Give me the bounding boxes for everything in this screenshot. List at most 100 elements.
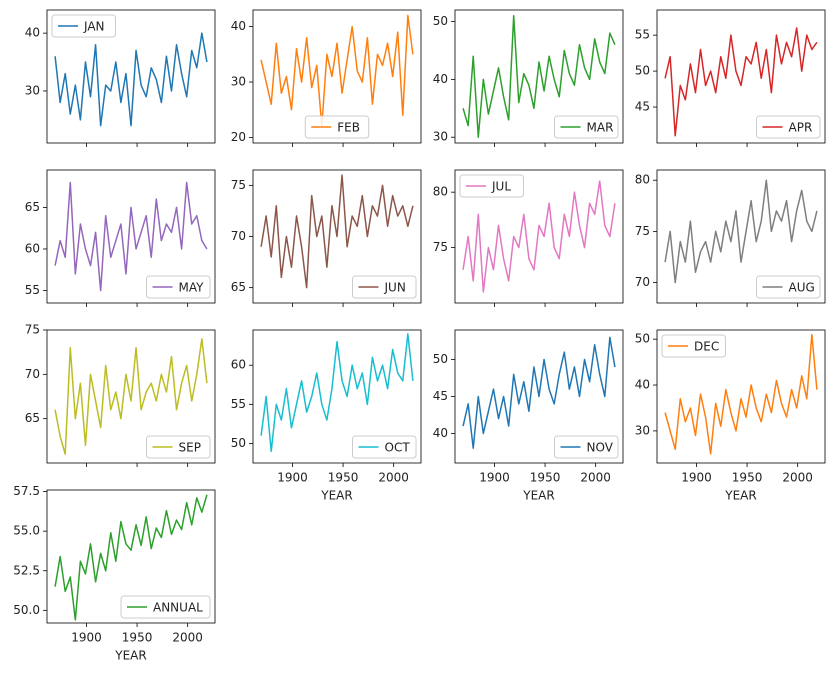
legend-label: FEB xyxy=(337,121,360,135)
y-tick-label: 50 xyxy=(433,352,448,366)
y-tick-label: 30 xyxy=(25,83,40,97)
y-tick-label: 52.5 xyxy=(13,563,40,577)
series-line xyxy=(664,27,818,137)
legend-label: MAY xyxy=(179,281,205,295)
y-tick-label: 40 xyxy=(433,72,448,86)
legend-box xyxy=(146,275,211,299)
y-tick-label: 40 xyxy=(25,26,40,40)
x-tick-label: 1950 xyxy=(328,471,359,485)
legend-label: SEP xyxy=(179,441,201,455)
axes-frame xyxy=(656,169,826,304)
legend-label: MAR xyxy=(587,121,614,135)
legend-label: JUN xyxy=(384,281,406,295)
legend-box xyxy=(756,275,821,299)
x-tick-label: 2000 xyxy=(378,471,409,485)
y-tick-label: 55 xyxy=(231,397,246,411)
y-tick-label: 55 xyxy=(635,28,650,42)
axes-frame xyxy=(46,9,216,144)
y-tick-label: 40 xyxy=(231,19,246,33)
y-tick-label: 50 xyxy=(635,332,650,346)
axes-frame xyxy=(656,329,826,464)
x-tick-label: 1900 xyxy=(71,631,102,645)
series-line xyxy=(54,32,208,127)
y-tick-label: 60 xyxy=(231,358,246,372)
x-tick-label: 1950 xyxy=(122,631,153,645)
legend-box xyxy=(352,435,417,459)
x-tick-label: 1900 xyxy=(479,471,510,485)
legend-label: DEC xyxy=(694,340,719,354)
series-line xyxy=(260,333,414,453)
x-axis-label: YEAR xyxy=(724,489,756,503)
x-tick-label: 2000 xyxy=(580,471,611,485)
legend-label: OCT xyxy=(385,441,411,455)
y-tick-label: 60 xyxy=(25,241,40,255)
axes-frame xyxy=(454,9,624,144)
y-tick-label: 30 xyxy=(231,75,246,89)
y-tick-label: 55.0 xyxy=(13,524,40,538)
y-tick-label: 70 xyxy=(25,367,40,381)
y-tick-label: 50 xyxy=(635,64,650,78)
legend-box xyxy=(459,174,524,198)
axes-frame xyxy=(252,9,422,144)
legend-label: AUG xyxy=(789,281,815,295)
series-line xyxy=(462,15,616,138)
series-line xyxy=(664,179,818,284)
legend-box xyxy=(51,14,116,38)
legend-box xyxy=(146,435,211,459)
axes-frame xyxy=(46,329,216,464)
legend-box xyxy=(304,115,370,139)
legend-box xyxy=(554,435,619,459)
legend-label: JAN xyxy=(83,20,105,34)
legend-box xyxy=(352,275,417,299)
y-tick-label: 40 xyxy=(433,426,448,440)
legend-label: JUL xyxy=(491,180,511,194)
series-line xyxy=(664,333,818,455)
x-tick-label: 2000 xyxy=(782,471,813,485)
x-tick-label: 1900 xyxy=(681,471,712,485)
y-tick-label: 70 xyxy=(635,275,650,289)
y-tick-label: 45 xyxy=(433,389,448,403)
y-tick-label: 30 xyxy=(433,130,448,144)
y-tick-label: 80 xyxy=(635,173,650,187)
legend-label: NOV xyxy=(587,441,614,455)
y-tick-label: 65 xyxy=(25,200,40,214)
legend-box xyxy=(120,595,211,619)
y-tick-label: 80 xyxy=(433,185,448,199)
series-line xyxy=(54,338,208,455)
y-tick-label: 40 xyxy=(635,378,650,392)
y-tick-label: 50 xyxy=(433,14,448,28)
y-tick-label: 75 xyxy=(231,178,246,192)
x-tick-label: 2000 xyxy=(172,631,203,645)
y-tick-label: 75 xyxy=(25,323,40,337)
x-axis-label: YEAR xyxy=(522,489,554,503)
y-tick-label: 65 xyxy=(231,280,246,294)
series-line xyxy=(462,336,616,449)
legend-label: APR xyxy=(789,121,813,135)
series-line xyxy=(260,174,414,289)
x-tick-label: 1900 xyxy=(277,471,308,485)
axes-frame xyxy=(46,169,216,304)
y-tick-label: 70 xyxy=(231,229,246,243)
series-line xyxy=(260,14,414,128)
axes-frame xyxy=(252,329,422,464)
x-axis-label: YEAR xyxy=(320,489,352,503)
series-line xyxy=(462,180,616,293)
y-tick-label: 57.5 xyxy=(13,484,40,498)
x-axis-label: YEAR xyxy=(114,649,146,663)
legend-box xyxy=(554,115,619,139)
y-tick-label: 30 xyxy=(635,423,650,437)
series-line xyxy=(54,181,208,292)
y-tick-label: 20 xyxy=(231,130,246,144)
y-tick-label: 45 xyxy=(635,100,650,114)
y-tick-label: 75 xyxy=(433,240,448,254)
y-tick-label: 75 xyxy=(635,224,650,238)
series-line xyxy=(54,494,208,621)
y-tick-label: 55 xyxy=(25,283,40,297)
axes-frame xyxy=(454,169,624,304)
axes-frame xyxy=(656,9,826,144)
legend-box xyxy=(756,115,821,139)
y-tick-label: 50 xyxy=(231,436,246,450)
axes-frame xyxy=(46,489,216,624)
x-tick-label: 1950 xyxy=(732,471,763,485)
